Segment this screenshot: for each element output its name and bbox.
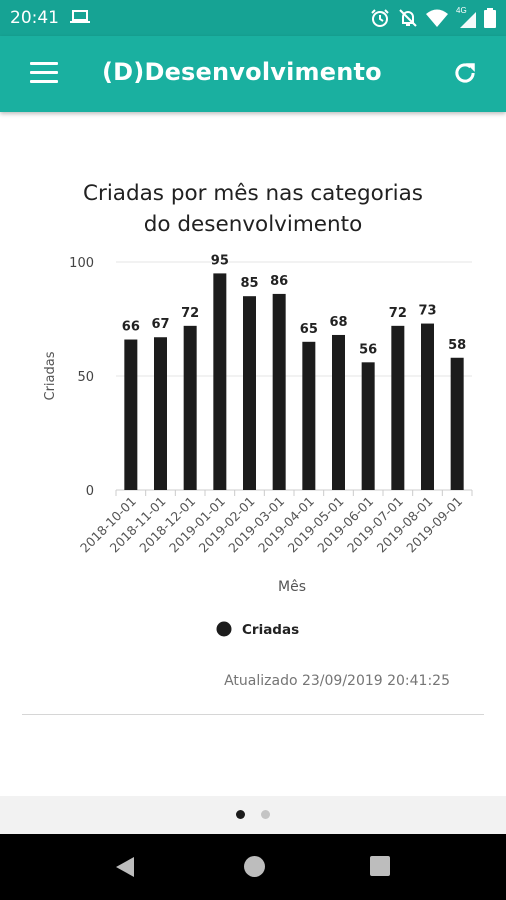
data-label: 58 (448, 338, 466, 353)
bar (124, 339, 138, 490)
app-title: (D)Desenvolvimento (102, 58, 382, 86)
y-tick-label: 0 (86, 484, 94, 499)
battery-icon (484, 8, 496, 28)
legend-label: Criadas (242, 622, 299, 638)
wifi-icon (426, 9, 448, 27)
y-tick-label: 50 (77, 370, 94, 385)
chart-title: Criadas por mês nas categorias do desenv… (20, 178, 486, 240)
legend-marker (216, 621, 232, 637)
alarm-icon (371, 9, 389, 27)
status-bar: 20:41 4G (0, 0, 506, 36)
bar (361, 362, 375, 490)
bar (421, 323, 434, 490)
recents-icon[interactable] (370, 856, 390, 876)
bar-chart: 050100662018-10-01672018-11-01722018-12-… (43, 253, 473, 638)
chart-title-line-2: do desenvolvimento (143, 212, 363, 237)
chart-title-line-1: Criadas por mês nas categorias (82, 181, 424, 206)
app-bar: (D)Desenvolvimento (0, 36, 506, 112)
bar (213, 273, 227, 490)
status-icons: 4G (370, 6, 496, 30)
home-icon[interactable] (244, 856, 265, 877)
data-label: 72 (389, 306, 407, 321)
page-indicator (0, 796, 506, 834)
network-label: 4G (456, 6, 467, 15)
signal-4g-icon: 4G (456, 6, 476, 28)
bar (243, 296, 256, 490)
hamburger-menu-icon[interactable] (30, 62, 58, 84)
notifications-off-icon (399, 9, 417, 27)
data-label: 67 (151, 317, 169, 332)
data-label: 56 (359, 342, 377, 357)
data-label: 65 (300, 322, 318, 337)
data-label: 66 (122, 320, 140, 335)
data-label: 72 (181, 306, 199, 321)
y-axis-label: Criadas (43, 351, 58, 400)
divider (22, 714, 484, 715)
data-label: 68 (329, 315, 347, 330)
updated-timestamp: Atualizado 23/09/2019 20:41:25 (224, 673, 450, 689)
bar (332, 334, 345, 490)
status-time: 20:41 (10, 8, 59, 28)
bar (272, 293, 286, 490)
page-dot-inactive[interactable] (261, 810, 270, 819)
data-label: 85 (240, 276, 258, 291)
data-label: 95 (211, 253, 229, 268)
bar (183, 325, 197, 490)
chart-card: Criadas por mês nas categorias do desenv… (20, 160, 486, 670)
page-dot-active[interactable] (236, 810, 245, 819)
bar (154, 337, 167, 490)
data-label: 86 (270, 274, 288, 289)
refresh-icon[interactable] (452, 60, 478, 86)
bar (302, 341, 316, 490)
navigation-bar (0, 834, 506, 900)
x-axis-label: Mês (278, 579, 306, 595)
bar (450, 357, 464, 490)
back-icon[interactable] (114, 855, 136, 879)
laptop-icon (70, 10, 90, 23)
bar (391, 325, 405, 490)
data-label: 73 (418, 304, 436, 319)
y-tick-label: 100 (69, 256, 94, 271)
